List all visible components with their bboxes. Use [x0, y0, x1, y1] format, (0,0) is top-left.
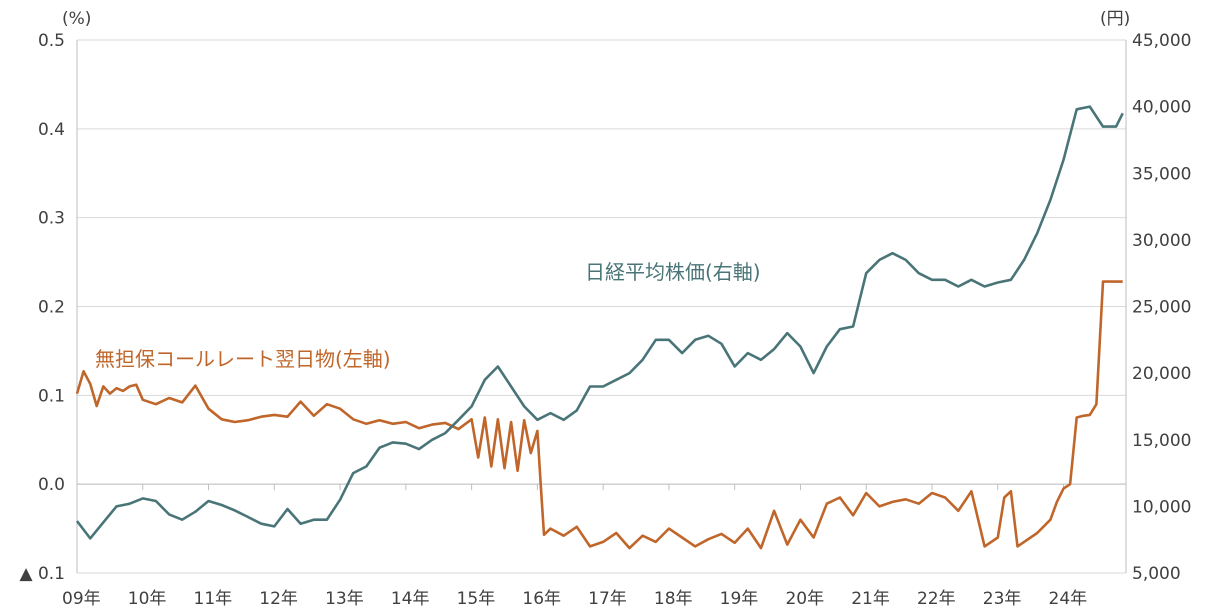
right-tick-label: 10,000 — [1132, 497, 1191, 517]
x-tick-label: 23年 — [983, 589, 1022, 609]
x-tick-label: 14年 — [391, 589, 430, 609]
x-tick-label: 22年 — [917, 589, 956, 609]
x-tick-label: 24年 — [1049, 589, 1088, 609]
x-tick-label: 09年 — [62, 589, 101, 609]
x-tick-label: 18年 — [654, 589, 693, 609]
series-lines — [75, 105, 1124, 550]
nikkei-line — [75, 105, 1124, 540]
call-rate-series-label: 無担保コールレート翌日物(左軸) — [95, 347, 391, 371]
left-tick-label: 0.4 — [38, 120, 65, 140]
axes — [76, 40, 1127, 573]
right-tick-label: 45,000 — [1132, 31, 1191, 51]
left-tick-label: 0.3 — [38, 209, 65, 229]
right-tick-label: 15,000 — [1132, 431, 1191, 451]
x-axis-tick-labels: 09年 10年 11年 12年 13年 14年 15年 16年 17年 18年 19年 20年 21年 2… — [62, 589, 1087, 609]
left-axis-unit: (%) — [62, 9, 91, 29]
left-tick-label: 0.2 — [38, 298, 65, 318]
call-rate-line — [75, 280, 1123, 550]
right-tick-label: 35,000 — [1132, 164, 1191, 184]
right-axis-unit: (円) — [1100, 9, 1130, 29]
right-tick-label: 5,000 — [1132, 564, 1181, 584]
right-tick-label: 20,000 — [1132, 364, 1191, 384]
x-tick-label: 15年 — [457, 589, 496, 609]
left-tick-label: 0.1 — [38, 386, 65, 406]
left-axis-tick-labels: 0.5 0.4 0.3 0.2 0.1 0.0 ▲ 0.1 — [19, 31, 65, 584]
x-tick-label: 17年 — [588, 589, 627, 609]
x-tick-label: 10年 — [128, 589, 167, 609]
x-tick-label: 13年 — [325, 589, 364, 609]
nikkei-series-label: 日経平均株価(右軸) — [585, 260, 761, 284]
x-tick-label: 12年 — [259, 589, 298, 609]
left-tick-label: 0.0 — [38, 475, 65, 495]
x-tick-label: 20年 — [785, 589, 824, 609]
gridlines — [77, 39, 1126, 574]
x-tick-label: 16年 — [522, 589, 561, 609]
x-tick-label: 19年 — [720, 589, 759, 609]
right-tick-label: 30,000 — [1132, 231, 1191, 251]
left-tick-label: 0.5 — [38, 31, 65, 51]
x-tick-label: 21年 — [851, 589, 890, 609]
right-axis-tick-labels: 45,000 40,000 35,000 30,000 25,000 20,000 15,0… — [1132, 31, 1191, 584]
x-tick-label: 11年 — [194, 589, 233, 609]
right-tick-label: 25,000 — [1132, 298, 1191, 318]
left-tick-label: ▲ 0.1 — [19, 564, 65, 584]
right-tick-label: 40,000 — [1132, 98, 1191, 118]
